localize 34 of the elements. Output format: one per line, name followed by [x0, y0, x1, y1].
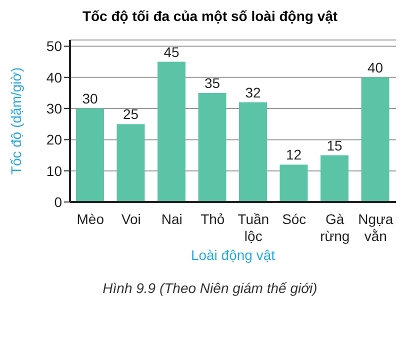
- y-tick-label: 40: [46, 69, 62, 86]
- x-tick-label: Gà rừng: [320, 211, 350, 244]
- data-label: 35: [204, 74, 220, 91]
- y-tick-label: 0: [54, 194, 62, 210]
- data-label: 12: [286, 146, 302, 163]
- x-tick-label: Nai: [161, 211, 182, 227]
- x-tick-label: Thỏ: [200, 211, 225, 227]
- bar: [280, 164, 308, 202]
- bar: [239, 102, 267, 202]
- bar: [158, 62, 186, 202]
- text: Hình 9.9 (Theo Niên giám thế giới): [102, 280, 318, 296]
- y-axis-title: Tốc độ (dặm/giờ): [8, 67, 24, 175]
- bar: [116, 124, 145, 202]
- bar: [198, 92, 226, 202]
- bar: [76, 108, 104, 202]
- data-label: 45: [164, 44, 180, 60]
- bar: [361, 77, 390, 202]
- data-label: 25: [122, 106, 139, 122]
- x-axis-title: Loài động vật: [190, 247, 276, 263]
- data-label: 40: [367, 59, 384, 76]
- x-tick-label: Tuần lộc: [238, 211, 270, 244]
- x-tick-label: Sóc: [282, 211, 306, 227]
- y-tick-label: 10: [46, 162, 62, 179]
- y-tick-label: 50: [46, 38, 62, 54]
- x-tick-label: Ngựa vằn: [358, 211, 394, 244]
- data-label: 30: [82, 90, 98, 107]
- bar: [320, 155, 348, 202]
- data-label: 15: [326, 137, 342, 154]
- y-tick-label: 20: [46, 132, 62, 148]
- x-tick-label: Voi: [121, 211, 141, 227]
- data-label: 32: [245, 84, 261, 100]
- y-tick-label: 30: [46, 100, 62, 117]
- chart-title: Tốc độ tối đa của một số loài động vật: [81, 8, 339, 24]
- x-tick-label: Mèo: [76, 211, 104, 227]
